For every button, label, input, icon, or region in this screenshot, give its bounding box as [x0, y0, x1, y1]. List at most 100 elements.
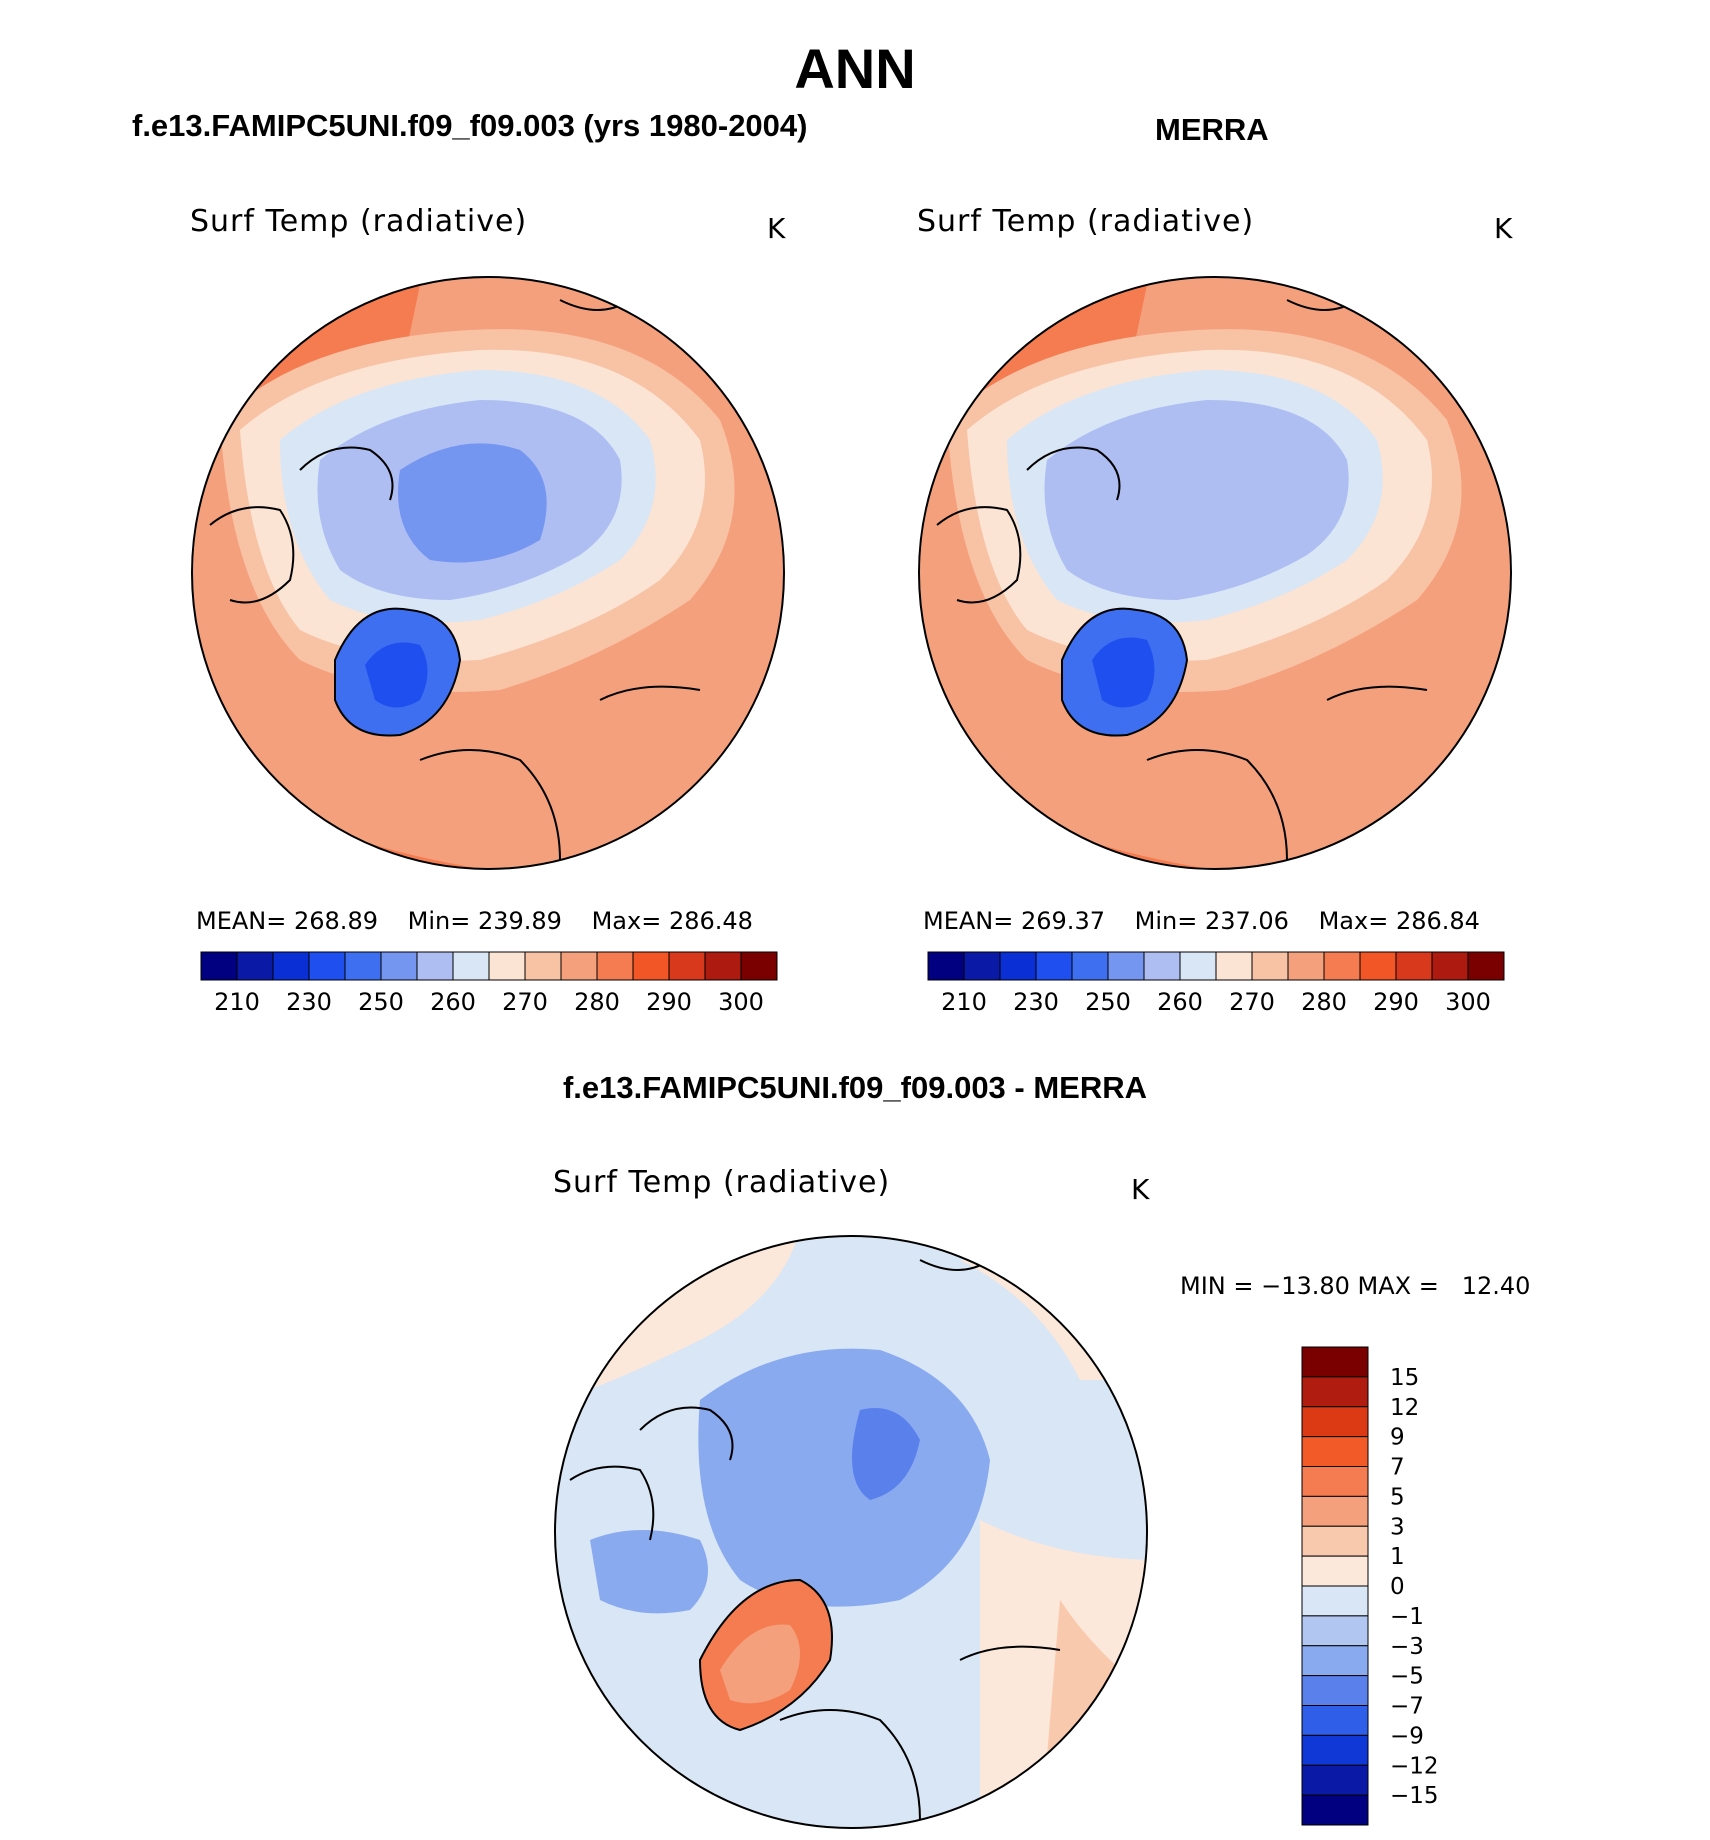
merra-mean-label: MEAN= [923, 907, 1014, 935]
merra-colorbar-tick-label: 280 [1301, 988, 1347, 1016]
model-colorbar-swatch [344, 951, 382, 981]
model-colorbar-tick-label: 270 [502, 988, 548, 1016]
merra-colorbar-swatch [1071, 951, 1109, 981]
merra-colorbar-tick-label: 290 [1373, 988, 1419, 1016]
difference-colorbar-swatch [1301, 1466, 1369, 1497]
merra-colorbar-swatch [1431, 951, 1469, 981]
difference-colorbar-tick-label: 5 [1390, 1484, 1405, 1510]
merra-min-label: Min= [1134, 907, 1198, 935]
model-colorbar-swatch [452, 951, 490, 981]
merra-panel-title: MERRA [1155, 112, 1269, 147]
difference-colorbar-swatch [1301, 1585, 1369, 1617]
difference-colorbar-tick-label: −12 [1390, 1753, 1439, 1779]
difference-colorbar: 15 12 9 7 5 3 1 0 −1 −3 −5 −7 −9 −12 −15 [1301, 1346, 1439, 1826]
merra-max-label: Max= [1318, 907, 1389, 935]
merra-colorbar-swatch [1107, 951, 1145, 981]
difference-variable-label: Surf Temp (radiative) [553, 1165, 891, 1200]
model-colorbar-tick-label: 230 [286, 988, 332, 1016]
merra-units-label: K [1494, 212, 1513, 245]
model-colorbar-tick-label: 260 [430, 988, 476, 1016]
model-colorbar-swatch [236, 951, 274, 981]
model-colorbar-tick-label: 210 [214, 988, 260, 1016]
difference-colorbar-tick-label: 9 [1390, 1425, 1405, 1451]
merra-colorbar-tick-label: 260 [1157, 988, 1203, 1016]
merra-colorbar-swatch [1143, 951, 1181, 981]
difference-colorbar-swatch [1301, 1436, 1369, 1467]
model-mean-value: 268.89 [294, 907, 378, 935]
model-colorbar-swatch [668, 951, 706, 981]
model-colorbar-swatch [524, 951, 562, 981]
merra-colorbar-swatch [1287, 951, 1325, 981]
difference-panel-title: f.e13.FAMIPC5UNI.f09_f09.003 - MERRA [562, 1070, 1148, 1105]
merra-stats: MEAN= 269.37 Min= 237.06 Max= 286.84 [923, 907, 1480, 935]
merra-colorbar-swatch [1395, 951, 1433, 981]
difference-colorbar-tick-label: 12 [1390, 1395, 1419, 1421]
difference-colorbar-swatch [1301, 1555, 1369, 1587]
difference-colorbar-tick-label: 15 [1390, 1365, 1419, 1391]
merra-colorbar-swatch [999, 951, 1037, 981]
merra-colorbar-swatch [1323, 951, 1361, 981]
difference-colorbar-swatch [1301, 1615, 1369, 1647]
model-colorbar-swatch [632, 951, 670, 981]
difference-colorbar-tick-label: 1 [1390, 1544, 1405, 1570]
model-colorbar-swatch [416, 951, 454, 981]
merra-colorbar: 210 230 250 260 270 280 290 300 [927, 951, 1505, 1016]
model-min-value: 239.89 [477, 907, 562, 935]
model-colorbar: 210 230 250 260 270 280 290 300 [200, 951, 778, 1016]
model-colorbar-swatch [704, 951, 742, 981]
difference-colorbar-swatch [1301, 1794, 1369, 1826]
merra-colorbar-swatch [1359, 951, 1397, 981]
model-max-value: 286.48 [668, 907, 753, 935]
model-colorbar-swatch [488, 951, 526, 981]
model-min-label: Min= [407, 907, 471, 935]
merra-colorbar-swatch [1035, 951, 1073, 981]
model-colorbar-swatch [200, 951, 238, 981]
model-colorbar-tick-label: 300 [718, 988, 764, 1016]
difference-colorbar-swatch [1301, 1346, 1369, 1378]
model-colorbar-swatch [740, 951, 778, 981]
merra-colorbar-tick-label: 270 [1229, 988, 1275, 1016]
merra-colorbar-swatch [963, 951, 1001, 981]
difference-colorbar-swatch [1301, 1734, 1369, 1766]
merra-min-value: 237.06 [1204, 907, 1289, 935]
merra-colorbar-swatch [1467, 951, 1505, 981]
merra-colorbar-swatch [1215, 951, 1253, 981]
difference-colorbar-tick-label: −3 [1390, 1634, 1424, 1660]
merra-colorbar-swatch [927, 951, 965, 981]
difference-colorbar-tick-label: −1 [1390, 1604, 1424, 1630]
model-max-label: Max= [591, 907, 662, 935]
figure-title: ANN [794, 37, 916, 100]
difference-colorbar-swatch [1301, 1406, 1369, 1438]
merra-mean-value: 269.37 [1021, 907, 1105, 935]
difference-colorbar-tick-label: −15 [1390, 1783, 1439, 1809]
difference-colorbar-tick-label: −9 [1390, 1723, 1424, 1749]
model-colorbar-swatch [596, 951, 634, 981]
merra-colorbar-tick-label: 300 [1445, 988, 1491, 1016]
difference-colorbar-swatch [1301, 1705, 1369, 1736]
model-units-label: K [767, 212, 786, 245]
difference-colorbar-tick-label: −7 [1390, 1694, 1424, 1720]
difference-colorbar-swatch [1301, 1764, 1369, 1796]
merra-variable-label: Surf Temp (radiative) [917, 204, 1255, 239]
merra-colorbar-swatch [1179, 951, 1217, 981]
difference-colorbar-swatch [1301, 1376, 1369, 1408]
difference-units-label: K [1131, 1173, 1150, 1206]
model-variable-label: Surf Temp (radiative) [190, 204, 528, 239]
model-colorbar-swatch [272, 951, 310, 981]
model-panel-title: f.e13.FAMIPC5UNI.f09_f09.003 (yrs 1980-2… [132, 108, 808, 143]
model-colorbar-swatch [560, 951, 598, 981]
model-mean-label: MEAN= [196, 907, 287, 935]
difference-colorbar-swatch [1301, 1525, 1369, 1557]
merra-colorbar-tick-label: 250 [1085, 988, 1131, 1016]
model-colorbar-tick-label: 290 [646, 988, 692, 1016]
difference-minmax-label: MIN = −13.80 MAX = 12.40 [1180, 1272, 1531, 1300]
difference-colorbar-swatch [1301, 1675, 1369, 1706]
merra-colorbar-swatch [1251, 951, 1289, 981]
merra-colorbar-tick-label: 210 [941, 988, 987, 1016]
difference-colorbar-swatch [1301, 1495, 1369, 1527]
difference-colorbar-swatch [1301, 1645, 1369, 1677]
merra-max-value: 286.84 [1395, 907, 1480, 935]
difference-colorbar-tick-label: 7 [1390, 1455, 1405, 1481]
